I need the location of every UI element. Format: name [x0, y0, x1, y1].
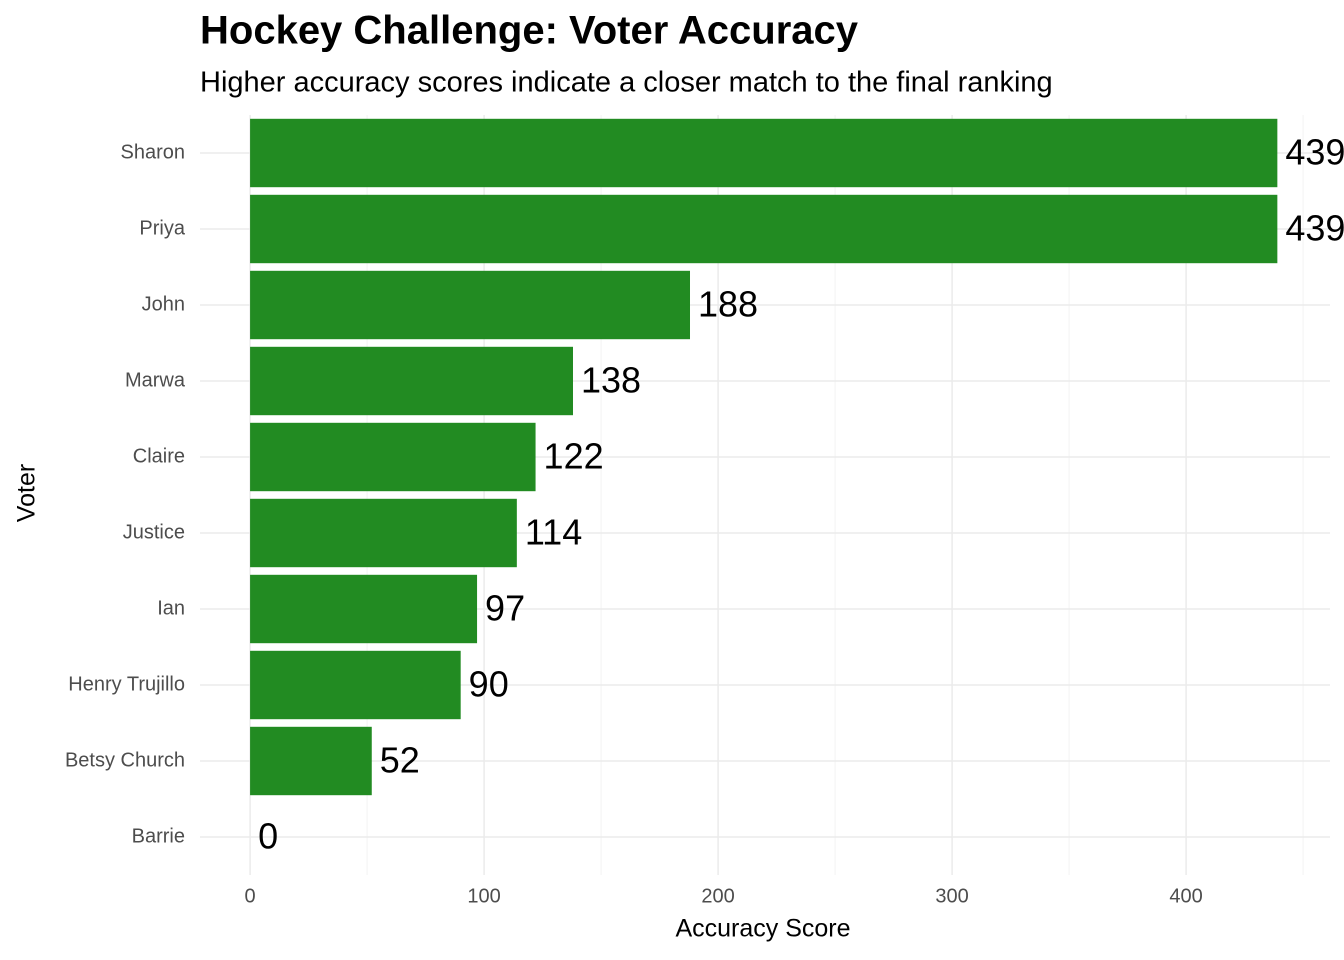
x-tick-label: 400 — [1169, 885, 1202, 907]
y-tick-label: Justice — [123, 521, 185, 543]
value-label: 439 — [1285, 132, 1344, 173]
x-tick-label: 0 — [245, 885, 256, 907]
bar — [250, 498, 517, 568]
value-label: 90 — [469, 664, 509, 705]
value-label: 0 — [258, 816, 278, 857]
y-tick-label: Henry Trujillo — [68, 673, 185, 695]
y-tick-label: John — [142, 293, 185, 315]
x-axis-title: Accuracy Score — [675, 915, 850, 943]
chart-title: Hockey Challenge: Voter Accuracy — [200, 9, 859, 53]
bar — [250, 346, 574, 416]
y-tick-label: Ian — [157, 597, 185, 619]
x-tick-label: 100 — [467, 885, 500, 907]
value-label: 188 — [698, 284, 758, 325]
value-label: 52 — [380, 740, 420, 781]
value-label: 138 — [581, 360, 641, 401]
value-label: 439 — [1285, 208, 1344, 249]
y-tick-label: Claire — [133, 445, 185, 467]
y-tick-label: Marwa — [125, 369, 186, 391]
y-tick-label: Betsy Church — [65, 749, 185, 771]
y-axis-title: Voter — [13, 464, 41, 522]
value-label: 122 — [544, 436, 604, 477]
y-tick-label: Priya — [139, 217, 185, 239]
bar — [250, 422, 536, 492]
y-tick-label: Sharon — [121, 141, 186, 163]
bar — [250, 726, 372, 796]
bar — [250, 270, 691, 340]
bar — [250, 650, 461, 720]
value-label: 97 — [485, 588, 525, 629]
chart-subtitle: Higher accuracy scores indicate a closer… — [200, 67, 1053, 99]
bar — [250, 118, 1278, 188]
x-tick-label: 300 — [935, 885, 968, 907]
x-tick-label: 200 — [701, 885, 734, 907]
bar — [250, 194, 1278, 264]
y-tick-label: Barrie — [132, 825, 185, 847]
value-label: 114 — [525, 512, 582, 553]
bar — [250, 574, 478, 644]
